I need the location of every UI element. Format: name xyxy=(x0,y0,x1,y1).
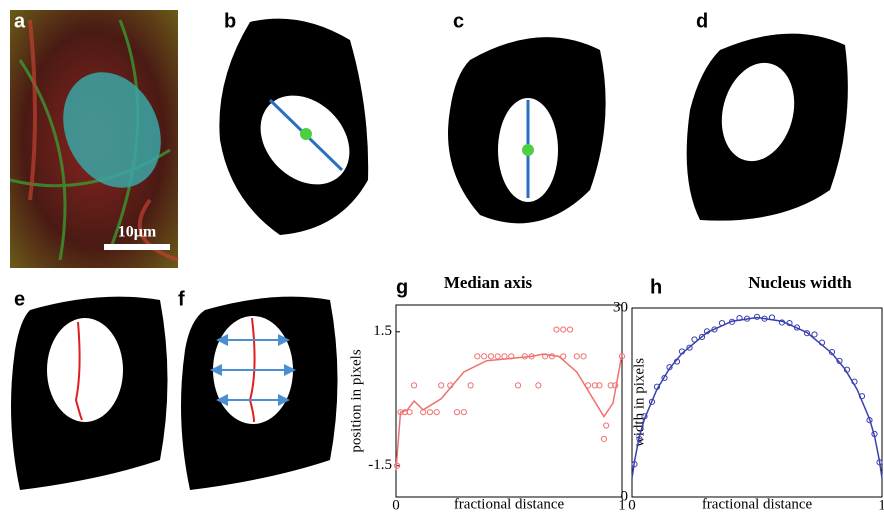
panel-label: c xyxy=(453,10,464,32)
panel-label: b xyxy=(224,10,236,32)
data-point xyxy=(573,353,580,360)
data-point xyxy=(686,344,693,351)
y-axis-label: position in pixels xyxy=(348,349,364,453)
data-point xyxy=(600,435,608,443)
panel-label: f xyxy=(178,288,185,310)
y-tick-label: -1.5 xyxy=(368,457,392,473)
fit-line xyxy=(631,316,883,479)
data-point xyxy=(481,353,488,360)
data-point xyxy=(803,330,811,337)
data-point xyxy=(474,353,481,360)
data-point xyxy=(580,353,587,360)
panel-label: a xyxy=(14,10,26,32)
data-point xyxy=(433,409,440,416)
scale-bar-label: 10μm xyxy=(118,224,157,241)
data-point xyxy=(453,409,461,416)
data-point xyxy=(603,422,610,429)
data-point xyxy=(591,382,598,389)
plot-frame xyxy=(631,307,883,498)
data-point xyxy=(560,353,567,360)
data-point xyxy=(487,353,495,360)
panel-label: e xyxy=(14,288,25,310)
data-point xyxy=(753,313,761,320)
data-point xyxy=(607,382,614,389)
data-point xyxy=(566,326,574,333)
data-point xyxy=(811,331,818,338)
data-point xyxy=(494,353,501,360)
x-tick-label: 0 xyxy=(628,497,636,513)
panel-label: d xyxy=(696,10,708,32)
chart-title: Nucleus width xyxy=(748,273,852,292)
data-point xyxy=(514,382,522,389)
data-point xyxy=(460,409,467,416)
data-point xyxy=(618,353,626,360)
data-point xyxy=(535,382,542,389)
y-tick-label: 1.5 xyxy=(373,323,392,339)
data-point xyxy=(553,326,560,333)
data-point xyxy=(698,333,706,341)
data-point xyxy=(560,326,567,333)
data-point xyxy=(711,326,718,333)
x-tick-label: 1 xyxy=(618,497,626,513)
data-point xyxy=(467,382,474,389)
data-point xyxy=(406,409,413,416)
data-point xyxy=(426,409,433,416)
x-tick-label: 0 xyxy=(392,497,400,513)
y-tick-label: 30 xyxy=(613,299,628,315)
x-tick-label: 1 xyxy=(878,497,884,513)
data-point xyxy=(438,382,445,389)
chart-title: Median axis xyxy=(444,273,533,292)
x-axis-label: fractional distance xyxy=(702,496,813,512)
fit-line xyxy=(395,353,623,471)
x-axis-label: fractional distance xyxy=(454,496,565,512)
panel-label: g xyxy=(396,276,408,298)
data-point xyxy=(596,382,603,389)
y-tick-label: 0 xyxy=(621,488,629,504)
data-point xyxy=(410,382,418,389)
plot-frame xyxy=(395,304,623,498)
data-point xyxy=(661,374,668,382)
panel-label: h xyxy=(650,276,662,298)
micrograph xyxy=(9,10,179,268)
